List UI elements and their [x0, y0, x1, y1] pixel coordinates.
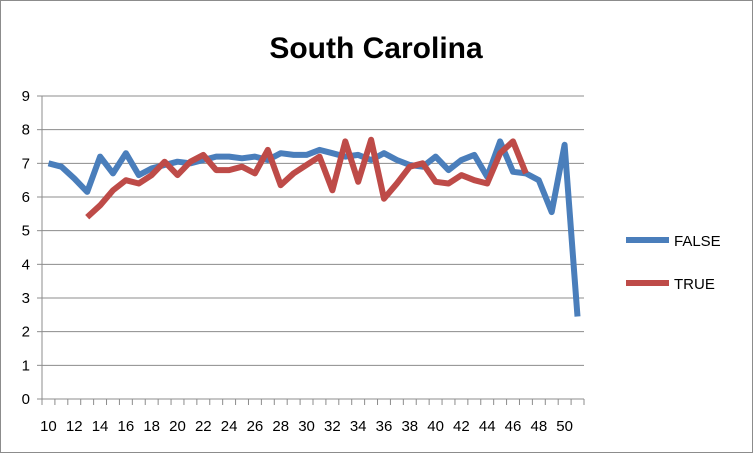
- x-tick-label-48: 48: [530, 418, 547, 435]
- y-tick-label-5: 5: [22, 223, 30, 240]
- y-tick-label-9: 9: [22, 88, 30, 105]
- y-tick-label-2: 2: [22, 324, 30, 341]
- legend-label-false: FALSE: [674, 233, 721, 250]
- y-tick-label-8: 8: [22, 122, 30, 139]
- y-axis-ticks: 0 1 2 3 4 5 6 7 8 9: [22, 88, 42, 408]
- x-tick-label-20: 20: [169, 418, 186, 435]
- x-tick-label-24: 24: [221, 418, 238, 435]
- x-tick-label-16: 16: [118, 418, 135, 435]
- x-tick-label-12: 12: [66, 418, 83, 435]
- y-tick-label-7: 7: [22, 155, 30, 172]
- x-tick-label-22: 22: [195, 418, 212, 435]
- legend-label-true: TRUE: [674, 276, 715, 293]
- y-tick-label-1: 1: [22, 357, 30, 374]
- x-tick-label-40: 40: [427, 418, 444, 435]
- x-tick-label-26: 26: [247, 418, 264, 435]
- y-tick-label-6: 6: [22, 189, 30, 206]
- legend: FALSE TRUE: [626, 233, 721, 293]
- y-tick-label-0: 0: [22, 391, 30, 408]
- x-tick-label-32: 32: [324, 418, 341, 435]
- gridlines: [42, 95, 584, 366]
- x-tick-label-18: 18: [143, 418, 160, 435]
- x-tick-label-42: 42: [453, 418, 470, 435]
- x-tick-label-44: 44: [479, 418, 496, 435]
- series-line-false: [47, 138, 581, 317]
- x-tick-label-14: 14: [92, 418, 109, 435]
- x-tick-label-10: 10: [40, 418, 57, 435]
- series-line-true: [85, 136, 529, 220]
- x-tick-label-46: 46: [505, 418, 522, 435]
- y-tick-label-4: 4: [22, 256, 30, 273]
- chart-title: South Carolina: [269, 32, 483, 65]
- series-lines: [47, 136, 581, 317]
- y-tick-label-3: 3: [22, 290, 30, 307]
- x-tick-label-28: 28: [272, 418, 289, 435]
- x-tick-label-34: 34: [350, 418, 367, 435]
- x-tick-label-36: 36: [376, 418, 393, 435]
- x-tick-label-30: 30: [298, 418, 315, 435]
- x-axis-ticks: 10 12 14 16 18 20 22 24 26 28 30 32 34 36 38 40 42 44 46 48…: [40, 399, 585, 435]
- x-tick-label-38: 38: [401, 418, 418, 435]
- x-tick-label-50: 50: [556, 418, 573, 435]
